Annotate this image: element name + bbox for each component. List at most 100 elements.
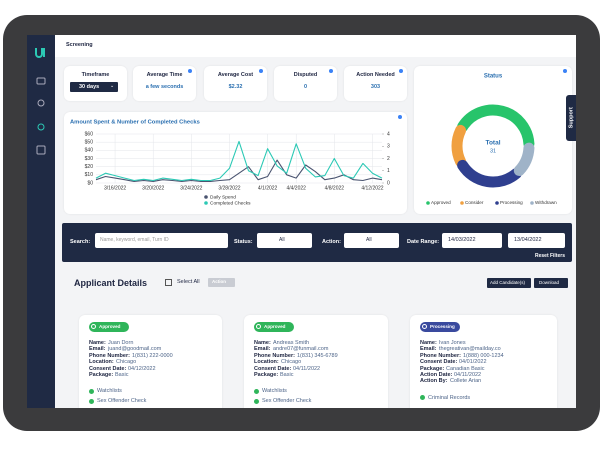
y-tick-label: $0 [87, 180, 93, 186]
download-label[interactable]: Download [539, 280, 560, 285]
download-button[interactable]: Download [534, 278, 568, 288]
status-card: Status Approved Consider Processing Withdraw… [414, 66, 572, 214]
add-button[interactable]: Add Candidate(s) [487, 278, 531, 288]
field-label: Name: [420, 340, 437, 346]
legend-swatch [204, 195, 208, 199]
info-icon [329, 69, 333, 73]
status-pill: Approved [89, 322, 129, 332]
x-tick-label: 3/20/2022 [142, 185, 164, 191]
field-value: Collete Arian [450, 378, 482, 385]
dropdown-value[interactable]: 30 days [79, 84, 100, 90]
action-button[interactable]: Action [208, 278, 235, 287]
legend-label: Completed Checks [210, 200, 251, 206]
search-input[interactable]: Name, keyword, email, Turn ID [95, 233, 228, 248]
status-pill: Approved [254, 322, 294, 332]
status-label: Status: [234, 239, 253, 245]
applicant-card[interactable]: Approved Name: Juan Dorn Email: juand@goodma… [79, 315, 222, 408]
support-label[interactable]: Support [568, 107, 575, 129]
field-value: Chicago [116, 359, 137, 366]
info-icon [188, 69, 192, 73]
check-icon [89, 388, 94, 394]
field-label: Consent Date: [420, 359, 458, 366]
check-label: Criminal Records [428, 394, 471, 401]
date-to-value[interactable]: 13/04/2022 [514, 237, 542, 243]
status-select[interactable]: All [257, 233, 312, 248]
checkbox[interactable] [165, 279, 172, 286]
field-value: Basic [280, 372, 294, 378]
status-pill: Processing [420, 322, 460, 332]
status-label: Approved [264, 324, 286, 329]
graphic: Amount Spent & Number of Completed Check… [70, 115, 402, 206]
applicant-card[interactable]: Approved Name: Andreas Smith Email: andre07@… [244, 315, 388, 408]
legend-label: Daily Spend [210, 194, 236, 200]
applicant-card[interactable]: Processing Name: Ivan Jones Email: thegreati… [410, 315, 557, 408]
field-value: 04/01/2022 [459, 359, 487, 366]
center-total: 31 [490, 148, 496, 154]
search-placeholder[interactable]: Name, keyword, email, Turn ID [100, 237, 169, 243]
field-value: 1(888) 000-1234 [463, 352, 504, 359]
field-value: 04/11/2022 [293, 365, 321, 372]
action-label: Action: [322, 239, 341, 245]
field-value: andre07@funmail.com [273, 346, 329, 353]
y-tick-label: $30 [85, 156, 94, 162]
search-label: Search: [70, 239, 91, 245]
x-tick-label: 4/8/2022 [325, 185, 345, 191]
nav-icon[interactable] [37, 99, 45, 107]
action-select[interactable]: All [344, 233, 399, 248]
timeframe-dropdown[interactable]: 30 days ⌄ [70, 82, 118, 92]
y-tick-label: $50 [85, 139, 94, 145]
field-label: Name: [254, 340, 271, 346]
check-label: Sex Offender Check [97, 398, 147, 405]
field-value: Chicago [281, 359, 302, 366]
stat-card: Action Needed 303 [344, 66, 407, 101]
nav-icon[interactable] [36, 77, 46, 85]
field-label: Package: [254, 372, 279, 378]
check-label: Watchlists [97, 388, 122, 395]
y2-tick-label: 2 [387, 156, 390, 162]
field-value: 04/12/2022 [128, 365, 156, 372]
pill-icon [422, 324, 427, 329]
field-value: Ivan Jones [439, 340, 466, 346]
stat-card: Average Cost $2.32 [204, 66, 267, 101]
reset-filters[interactable]: Reset Filters [534, 253, 565, 259]
x-tick-label: 4/1/2022 [258, 185, 278, 191]
field-label: Consent Date: [89, 365, 127, 372]
add-button-label[interactable]: Add Candidate(s) [490, 280, 526, 285]
page-title: Screening [66, 42, 93, 48]
check-label: Watchlists [262, 388, 287, 395]
field-label: Package: [89, 372, 114, 378]
legend-label: Consider [465, 200, 484, 205]
nav-icon[interactable] [37, 123, 45, 131]
field-value: Juan Dorn [108, 340, 134, 346]
select-all[interactable]: Select All [177, 279, 200, 285]
support-tab[interactable]: Support [566, 95, 576, 141]
action-value[interactable]: All [366, 237, 372, 243]
pill-icon [256, 324, 261, 329]
chart-title: Amount Spent & Number of Completed Check… [70, 120, 200, 126]
info-icon [398, 115, 402, 119]
nav-icon[interactable] [36, 145, 46, 155]
legend-label: Withdrawn [535, 200, 557, 205]
field-value: 1(831) 345-6789 [297, 352, 338, 359]
stat-label: Timeframe [81, 72, 110, 78]
status-value[interactable]: All [279, 237, 285, 243]
field-value: thegreativan@mailday.co [439, 346, 501, 353]
x-tick-label: 3/28/2022 [218, 185, 240, 191]
date-from[interactable]: 14/03/2022 [442, 233, 502, 248]
stat-value: 0 [303, 84, 308, 90]
y2-tick-label: 4 [387, 131, 390, 137]
date-to[interactable]: 13/04/2022 [508, 233, 565, 248]
chart-card: Amount Spent & Number of Completed Check… [64, 112, 407, 214]
donut-segment [457, 159, 522, 188]
stat-label: Average Cost [217, 72, 254, 78]
action-button-label[interactable]: Action [212, 279, 226, 284]
x-tick-label: 3/16/2022 [104, 185, 126, 191]
info-icon [563, 69, 567, 73]
check-icon [254, 388, 259, 394]
date-from-value[interactable]: 14/03/2022 [448, 237, 476, 243]
x-tick-label: 4/4/2022 [286, 185, 306, 191]
stat-label: Average Time [146, 72, 183, 78]
y-tick-label: $60 [85, 131, 94, 137]
status-title: Status [484, 74, 503, 80]
legend-swatch [530, 201, 534, 205]
